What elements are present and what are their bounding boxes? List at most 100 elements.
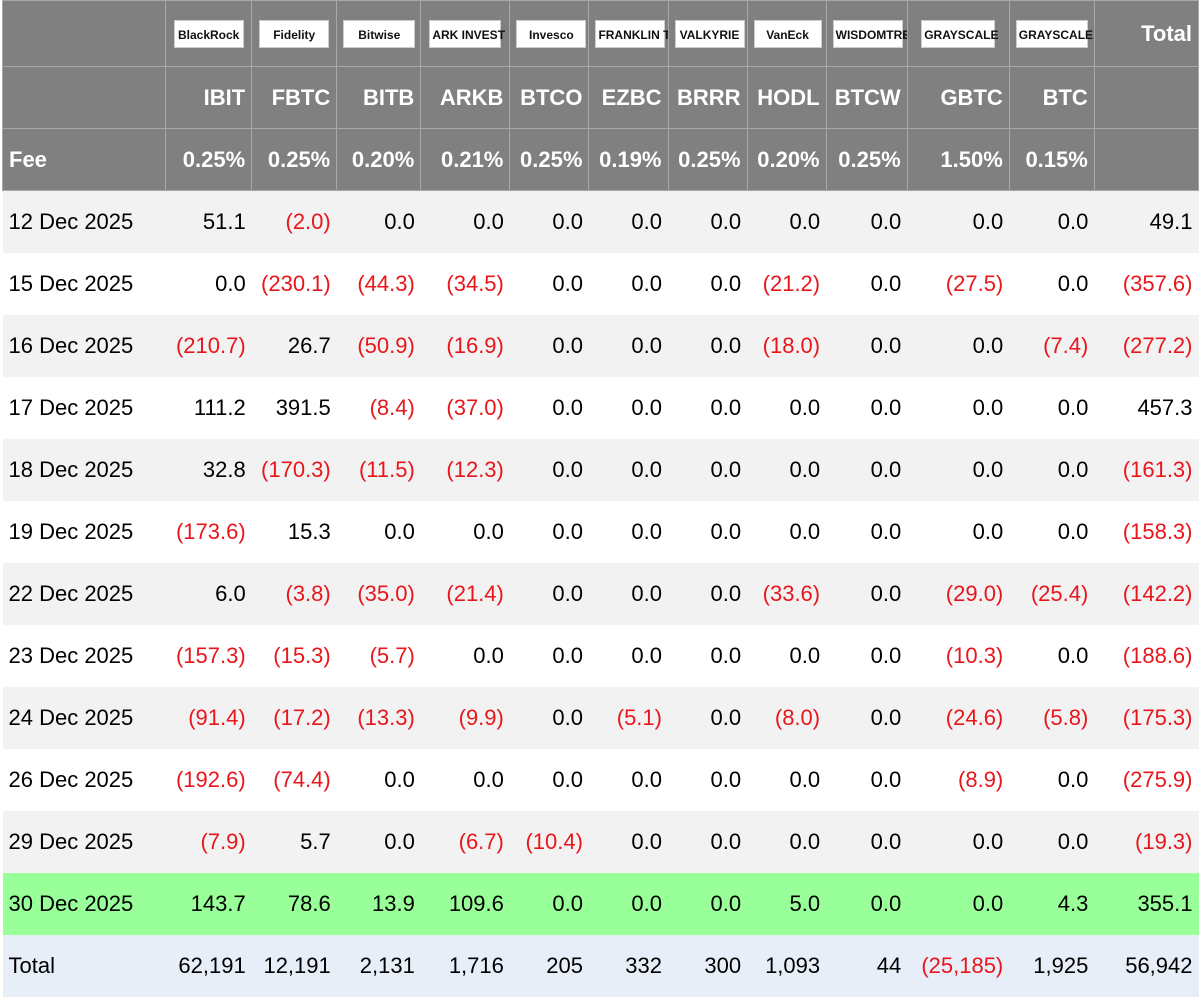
total-cell: (25,185)	[907, 934, 1010, 997]
fund-logo-cell: ARK INVEST	[420, 0, 511, 67]
flow-cell: 0.0	[588, 438, 668, 501]
row-date: 22 Dec 2025	[2, 562, 166, 625]
flow-cell: (8.4)	[336, 376, 421, 439]
total-cell: 1,716	[420, 934, 510, 997]
flow-cell: 0.0	[826, 376, 908, 439]
flow-cell: (192.6)	[165, 748, 252, 811]
flow-cell: (29.0)	[907, 562, 1010, 625]
table-row: 17 Dec 2025 111.2 391.5 (8.4) (37.0) 0.0 0.0 0.…	[2, 376, 1199, 439]
flow-cell: 0.0	[747, 500, 827, 563]
row-date: 30 Dec 2025	[2, 872, 166, 935]
ticker-header: BTCW	[825, 66, 908, 129]
flow-cell: (5.1)	[588, 686, 668, 749]
flow-cell: 0.0	[747, 624, 827, 687]
corner-cell	[1, 0, 167, 67]
flow-cell: 0.0	[588, 624, 668, 687]
flow-cell: (74.4)	[251, 748, 337, 811]
flow-cell: 5.0	[747, 872, 827, 935]
flow-cell: 0.0	[336, 500, 421, 563]
total-cell: 12,191	[251, 934, 337, 997]
total-row: Total 62,191 12,191 2,131 1,716 205 332 300 1,09…	[2, 934, 1199, 997]
flow-cell: 0.0	[588, 376, 668, 439]
row-total: (19.3)	[1094, 810, 1199, 873]
flow-cell: (34.5)	[420, 252, 510, 315]
ticker-header: BTCO	[509, 66, 590, 129]
flow-cell: (2.0)	[251, 190, 337, 253]
flow-cell: 0.0	[668, 314, 748, 377]
fee-value: 0.21%	[420, 128, 511, 191]
row-total: (158.3)	[1094, 500, 1199, 563]
flow-cell: 0.0	[420, 624, 510, 687]
flow-cell: 0.0	[1009, 624, 1095, 687]
fee-value: 0.19%	[588, 128, 669, 191]
flow-cell: 0.0	[747, 438, 827, 501]
flow-cell: 0.0	[509, 314, 589, 377]
flow-cell: (10.3)	[907, 624, 1010, 687]
fund-logo: GRAYSCALE	[1015, 20, 1093, 48]
flow-cell: 0.0	[1009, 190, 1095, 253]
flow-cell: 0.0	[826, 686, 908, 749]
table-row: 12 Dec 2025 51.1 (2.0) 0.0 0.0 0.0 0.0 0.0 0.0 0.…	[2, 190, 1199, 253]
flow-cell: (21.2)	[747, 252, 827, 315]
table-row: 18 Dec 2025 32.8 (170.3) (11.5) (12.3) 0.0 0.0…	[2, 438, 1199, 501]
flow-cell: (8.0)	[747, 686, 827, 749]
table-row: 15 Dec 2025 0.0 (230.1) (44.3) (34.5) 0.0 0.0 0…	[2, 252, 1199, 315]
row-date: 23 Dec 2025	[2, 624, 166, 687]
flow-cell: 0.0	[826, 872, 908, 935]
flow-cell: 0.0	[1009, 500, 1095, 563]
flow-cell: (5.7)	[336, 624, 421, 687]
fee-value: 0.15%	[1008, 128, 1095, 191]
flow-cell: 0.0	[826, 748, 908, 811]
flow-cell: (12.3)	[420, 438, 510, 501]
fee-value: 0.20%	[336, 128, 422, 191]
flow-cell: 0.0	[588, 252, 668, 315]
row-date: 16 Dec 2025	[2, 314, 166, 377]
fee-value: 0.25%	[825, 128, 908, 191]
flow-cell: 0.0	[826, 314, 908, 377]
fund-logo-cell: GRAYSCALE	[1008, 0, 1095, 67]
flow-cell: (13.3)	[336, 686, 421, 749]
flow-cell: (157.3)	[165, 624, 252, 687]
row-total: 355.1	[1094, 872, 1199, 935]
flow-cell: 0.0	[1009, 252, 1095, 315]
flow-cell: (7.4)	[1009, 314, 1095, 377]
total-cell: 44	[826, 934, 908, 997]
flow-cell: (24.6)	[907, 686, 1010, 749]
fund-logo-cell: FRANKLIN TEMPLETON	[588, 0, 669, 67]
ticker-header: BTC	[1008, 66, 1095, 129]
row-total: (161.3)	[1094, 438, 1199, 501]
flow-cell: 0.0	[509, 376, 589, 439]
flow-cell: (6.7)	[420, 810, 510, 873]
fee-label: Fee	[1, 128, 167, 191]
fund-logo-cell: VanEck	[746, 0, 827, 67]
total-cell: 2,131	[336, 934, 421, 997]
fee-value: 0.25%	[165, 128, 253, 191]
row-total: (175.3)	[1094, 686, 1199, 749]
flow-cell: (44.3)	[336, 252, 421, 315]
flow-cell: 0.0	[668, 872, 748, 935]
fee-row: Fee 0.25% 0.25% 0.20% 0.21% 0.25% 0.19% 0.25% 0.…	[1, 128, 1199, 191]
flow-cell: 0.0	[336, 748, 421, 811]
flow-cell: (210.7)	[165, 314, 252, 377]
fund-logo: ARK INVEST	[429, 20, 505, 48]
fund-logo: GRAYSCALE	[921, 20, 998, 48]
table-row: 30 Dec 2025 143.7 78.6 13.9 109.6 0.0 0.0 0.0 5.…	[2, 872, 1199, 935]
table-row: 22 Dec 2025 6.0 (3.8) (35.0) (21.4) 0.0 0.0 0.0…	[2, 562, 1199, 625]
flow-cell: 0.0	[826, 190, 908, 253]
flow-cell: 0.0	[826, 624, 908, 687]
flow-cell: 0.0	[826, 562, 908, 625]
flow-cell: 4.3	[1009, 872, 1095, 935]
flow-cell: 0.0	[668, 376, 748, 439]
total-cell: 56,942	[1094, 934, 1199, 997]
flow-cell: 0.0	[907, 376, 1010, 439]
flow-cell: 0.0	[668, 562, 748, 625]
flow-cell: (37.0)	[420, 376, 510, 439]
flow-cell: 0.0	[1009, 376, 1095, 439]
fee-value: 0.25%	[667, 128, 748, 191]
flow-cell: (3.8)	[251, 562, 337, 625]
flow-cell: 0.0	[509, 500, 589, 563]
flow-cell: 0.0	[1009, 748, 1095, 811]
flow-cell: 26.7	[251, 314, 337, 377]
row-date: 12 Dec 2025	[2, 190, 166, 253]
flow-cell: (11.5)	[336, 438, 421, 501]
